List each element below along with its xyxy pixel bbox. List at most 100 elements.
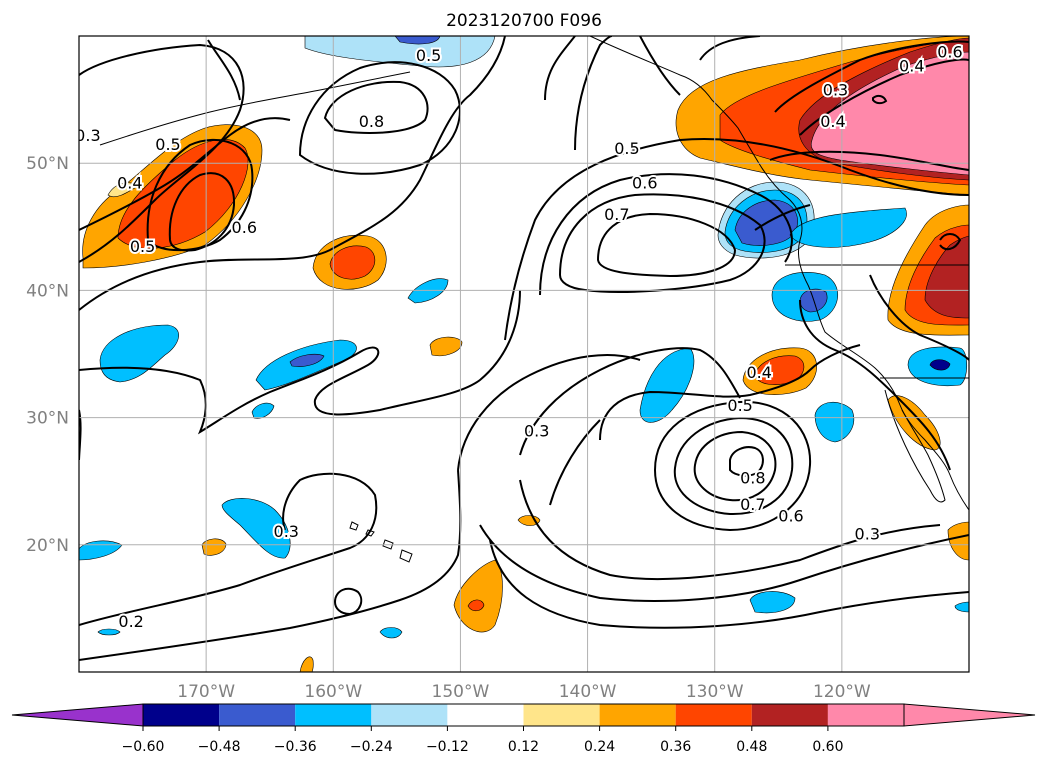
- shade-blue-sw-3: [749, 591, 796, 614]
- shade-pink-ne: [810, 51, 969, 176]
- lat-tick-label: 50°N: [26, 154, 69, 174]
- colorbar-segment: [523, 704, 600, 726]
- shade-blue-sw-4: [379, 627, 403, 639]
- contour-line: [519, 479, 941, 581]
- shade-blue-coast-4: [814, 402, 855, 443]
- lat-tick-label: 20°N: [26, 536, 69, 556]
- map-frame: [78, 35, 970, 673]
- contour-line: [544, 36, 576, 101]
- colorbar-tick-label: −0.36: [274, 739, 317, 755]
- contour-line: [939, 233, 962, 251]
- contour-line: [699, 36, 761, 61]
- colorbar-segment: [827, 704, 904, 726]
- contour-label: 0.4: [820, 112, 845, 131]
- contour-line: [323, 80, 429, 134]
- colorbar-segment: [143, 704, 220, 726]
- shade-blue-sw-1: [221, 498, 291, 559]
- colorbar-tick-label: 0.60: [812, 739, 843, 755]
- shade-blue-mid-1: [639, 347, 695, 423]
- contour-label: 0.3: [823, 80, 848, 99]
- colorbar-tick-label: 0.48: [736, 739, 767, 755]
- colorbar-segment: [751, 704, 828, 726]
- shade-orange-small-4: [201, 538, 227, 556]
- lon-tick-label: 150°W: [432, 682, 490, 702]
- contour-line: [479, 524, 969, 602]
- colorbar-segment: [599, 704, 676, 726]
- contour-labels: 0.30.40.50.60.80.50.50.60.70.50.40.30.40…: [75, 40, 965, 633]
- colorbar-tick-label: −0.48: [198, 739, 241, 755]
- shade-blue-mid-4: [407, 278, 449, 304]
- contour-line: [596, 212, 737, 278]
- contour-line: [729, 446, 764, 477]
- contour-line: [79, 472, 378, 626]
- contour-line: [693, 430, 777, 502]
- colorbar: −0.60 −0.48 −0.36 −0.24 −0.12 0.12 0.24 0.36 0.4…: [11, 703, 1036, 755]
- colorbar-over-triangle: [903, 703, 1036, 727]
- contour-label: 0.6: [778, 507, 803, 526]
- shade-red-small-1: [754, 355, 805, 385]
- contour-line: [799, 299, 951, 471]
- contour-label: 0.4: [117, 173, 142, 192]
- contour-line: [673, 416, 794, 516]
- longitude-tick-labels: 170°W 160°W 150°W 140°W 130°W 120°W: [177, 682, 871, 702]
- coastline-aleutians: [99, 71, 411, 146]
- coastline-hawaii: [349, 521, 413, 563]
- contour-label: 0.5: [727, 396, 752, 415]
- contour-label: 0.3: [75, 126, 100, 145]
- colorbar-tick-label: −0.12: [426, 739, 469, 755]
- shade-red-small-3: [467, 599, 485, 612]
- lon-tick-label: 120°W: [813, 682, 871, 702]
- figure-title: 2023120700 F096: [446, 11, 602, 31]
- colorbar-segment: [295, 704, 372, 726]
- contour-lines: [79, 36, 969, 661]
- contour-line: [519, 347, 741, 456]
- contour-label: 0.5: [614, 139, 639, 158]
- contour-label: 0.5: [155, 135, 180, 154]
- coastlines: [99, 36, 969, 563]
- shade-blue-mid-3: [99, 324, 179, 383]
- contour-label: 0.7: [740, 495, 765, 514]
- contour-line: [599, 344, 861, 441]
- contour-label: 0.3: [855, 524, 880, 543]
- shade-darkblue-coast-3: [929, 359, 951, 371]
- contour-line: [769, 150, 969, 171]
- shade-orange-small-2: [429, 336, 463, 357]
- shade-orange-small-7: [947, 521, 969, 561]
- contour-line: [489, 539, 969, 629]
- colorbar-tick-label: 0.24: [584, 739, 615, 755]
- shade-orange-small-6: [887, 395, 941, 451]
- contour-label: 0.3: [274, 522, 299, 541]
- contour-line: [457, 354, 641, 471]
- shade-blue-coast-1: [789, 207, 907, 248]
- contour-line: [168, 172, 236, 252]
- shade-darkblue-mid-2: [289, 353, 325, 367]
- contour-label: 0.3: [524, 421, 549, 440]
- contour-line: [79, 117, 291, 231]
- colorbar-under-triangle: [11, 703, 144, 727]
- contour-line: [754, 204, 811, 231]
- contour-line: [799, 58, 969, 136]
- shade-red-nw: [117, 139, 249, 249]
- contour-label: 0.5: [416, 46, 441, 65]
- lon-tick-label: 160°W: [304, 682, 362, 702]
- colorbar-segment: [219, 704, 296, 726]
- coastline-baja: [884, 389, 946, 503]
- contour-label: 0.6: [632, 173, 657, 192]
- contour-line: [79, 43, 245, 263]
- contour-line: [639, 36, 681, 96]
- contour-line: [504, 138, 969, 341]
- contour-label: 0.8: [740, 468, 765, 487]
- coastline-alaska: [589, 36, 681, 76]
- contour-line: [539, 173, 793, 296]
- contour-label: 0.2: [118, 612, 143, 631]
- contour-label: 0.7: [604, 205, 629, 224]
- contour-line: [872, 94, 888, 105]
- lon-tick-label: 170°W: [177, 682, 235, 702]
- lon-tick-label: 140°W: [559, 682, 617, 702]
- colorbar-tick-label: 0.12: [508, 739, 539, 755]
- shade-orange-small-3: [453, 559, 503, 633]
- contour-label: 0.5: [130, 237, 155, 256]
- shade-orange-small-8: [299, 656, 314, 672]
- contour-line: [869, 274, 969, 361]
- contour-label: 0.4: [899, 56, 924, 75]
